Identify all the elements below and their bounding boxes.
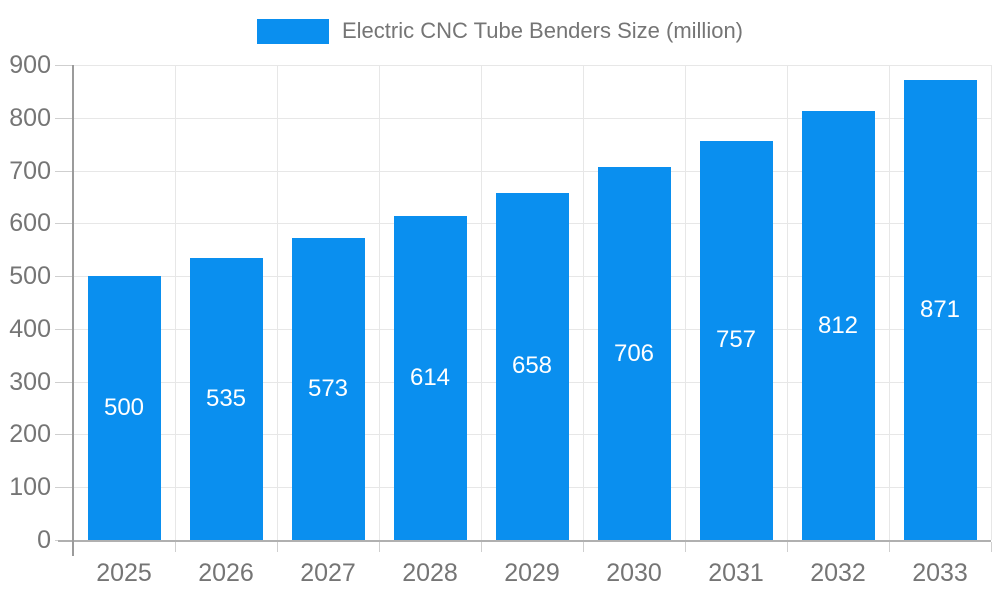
x-tick-label: 2029 <box>504 559 560 587</box>
x-tick <box>481 542 482 552</box>
bar[interactable] <box>291 237 365 540</box>
gridline-v <box>277 65 278 540</box>
bar-value-label: 573 <box>307 374 349 402</box>
bar-value-label: 706 <box>613 339 655 367</box>
x-tick-label: 2031 <box>708 559 764 587</box>
bar[interactable] <box>495 192 569 540</box>
y-tick <box>55 381 73 383</box>
legend-label: Electric CNC Tube Benders Size (million) <box>341 18 744 43</box>
bar[interactable] <box>903 80 977 540</box>
bar-value-label: 812 <box>817 311 859 339</box>
gridline-v <box>787 65 788 540</box>
y-tick-label: 600 <box>9 209 51 238</box>
y-tick-label: 0 <box>37 526 51 554</box>
x-tick <box>277 542 278 552</box>
y-tick <box>55 117 73 119</box>
bar-value-label: 500 <box>103 394 145 422</box>
gridline-v <box>889 65 890 540</box>
bar[interactable] <box>189 257 263 540</box>
y-tick <box>55 487 73 489</box>
legend-swatch <box>256 18 329 44</box>
x-tick-label: 2026 <box>198 559 254 587</box>
y-tick-label: 400 <box>9 314 51 343</box>
gridline-v <box>685 65 686 540</box>
bar[interactable] <box>801 111 875 540</box>
gridline-v <box>583 65 584 540</box>
x-tick <box>583 542 584 552</box>
bar-value-label: 871 <box>919 296 961 324</box>
bar[interactable] <box>699 140 773 540</box>
bar[interactable] <box>597 167 671 540</box>
x-tick <box>991 542 992 552</box>
y-tick-label: 700 <box>9 156 51 185</box>
y-tick-label: 300 <box>9 367 51 396</box>
y-axis-line <box>72 65 74 556</box>
x-tick-label: 2028 <box>402 559 458 587</box>
y-tick-label: 800 <box>9 103 51 132</box>
x-tick <box>787 542 788 552</box>
gridline-h <box>73 65 991 66</box>
bar-value-label: 757 <box>715 326 757 354</box>
x-tick-label: 2030 <box>606 559 662 587</box>
x-tick <box>685 542 686 552</box>
gridline-v <box>481 65 482 540</box>
bar[interactable] <box>393 215 467 540</box>
x-tick-label: 2027 <box>300 559 356 587</box>
y-tick <box>55 434 73 436</box>
gridline-h <box>73 170 991 172</box>
legend-item[interactable]: Electric CNC Tube Benders Size (million) <box>256 18 744 44</box>
y-tick <box>55 328 73 330</box>
gridline-v <box>379 65 380 540</box>
legend: Electric CNC Tube Benders Size (million) <box>0 18 1000 44</box>
x-tick <box>379 542 380 552</box>
y-tick <box>55 223 73 225</box>
y-tick-label: 100 <box>9 473 51 502</box>
x-axis-baseline <box>58 540 991 542</box>
y-tick <box>55 65 73 66</box>
y-tick-label: 200 <box>9 420 51 449</box>
bar-value-label: 535 <box>205 384 247 412</box>
x-tick-label: 2025 <box>96 559 152 587</box>
y-tick-label: 900 <box>9 51 51 79</box>
x-tick <box>889 542 890 552</box>
x-tick-label: 2033 <box>912 559 968 587</box>
x-tick <box>175 542 176 552</box>
gridline-h <box>73 117 991 119</box>
bar-value-label: 614 <box>409 364 451 391</box>
y-tick <box>55 170 73 172</box>
bar-value-label: 658 <box>511 352 553 380</box>
gridline-v <box>991 65 992 540</box>
y-tick-label: 500 <box>9 262 51 291</box>
gridline-v <box>175 65 176 540</box>
y-tick <box>55 276 73 278</box>
x-tick-label: 2032 <box>810 559 866 587</box>
bar[interactable] <box>87 276 161 540</box>
